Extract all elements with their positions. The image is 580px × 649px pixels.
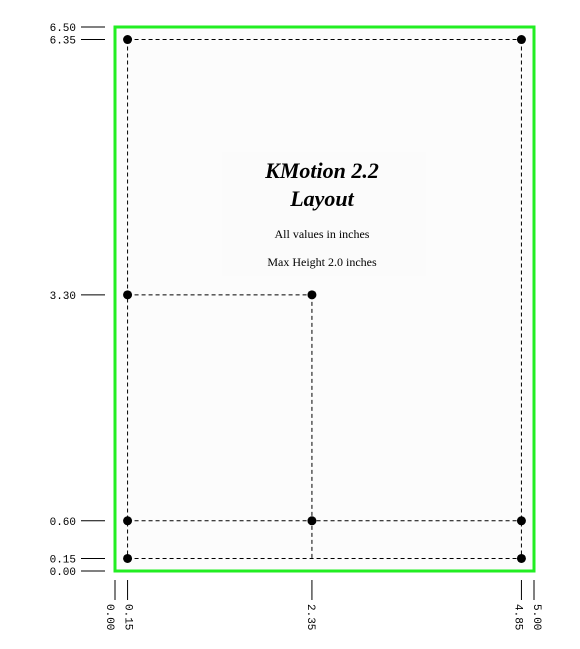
- y-tick-label: 6.35: [50, 36, 76, 48]
- y-tick-label: 3.30: [50, 291, 76, 303]
- x-tick-label: 0.00: [103, 604, 115, 630]
- y-tick-label: 0.00: [50, 567, 76, 579]
- board-area: [115, 27, 534, 571]
- mounting-hole: [516, 35, 526, 45]
- x-tick-label: 2.35: [304, 604, 316, 630]
- title-line-1: KMotion 2.2: [264, 158, 379, 183]
- x-dimension-scale: 0.00 0.15 2.35 4.85 5.00: [103, 580, 542, 630]
- mounting-hole: [123, 516, 133, 526]
- board-outline: [113, 25, 536, 573]
- y-dimension-scale: 6.506.35 3.30 0.60 0.150.00: [50, 23, 105, 579]
- mounting-hole: [516, 553, 526, 563]
- x-tick-label: 0.15: [122, 604, 134, 630]
- y-tick-label: 6.50: [50, 23, 76, 35]
- mounting-hole: [516, 516, 526, 526]
- mounting-hole: [307, 290, 317, 300]
- units-note: All values in inches: [275, 227, 370, 241]
- x-tick-label: 4.85: [512, 604, 524, 630]
- mounting-hole: [123, 35, 133, 45]
- y-tick-label: 0.15: [50, 554, 76, 566]
- mounting-hole: [123, 290, 133, 300]
- mounting-holes: [123, 35, 526, 563]
- mounting-hole: [307, 516, 317, 526]
- x-tick-label: 5.00: [530, 604, 542, 630]
- title-panel: [222, 152, 426, 276]
- height-note: Max Height 2.0 inches: [267, 255, 377, 269]
- title-line-2: Layout: [289, 186, 354, 211]
- mounting-hole: [123, 553, 133, 563]
- y-tick-label: 0.60: [50, 517, 76, 529]
